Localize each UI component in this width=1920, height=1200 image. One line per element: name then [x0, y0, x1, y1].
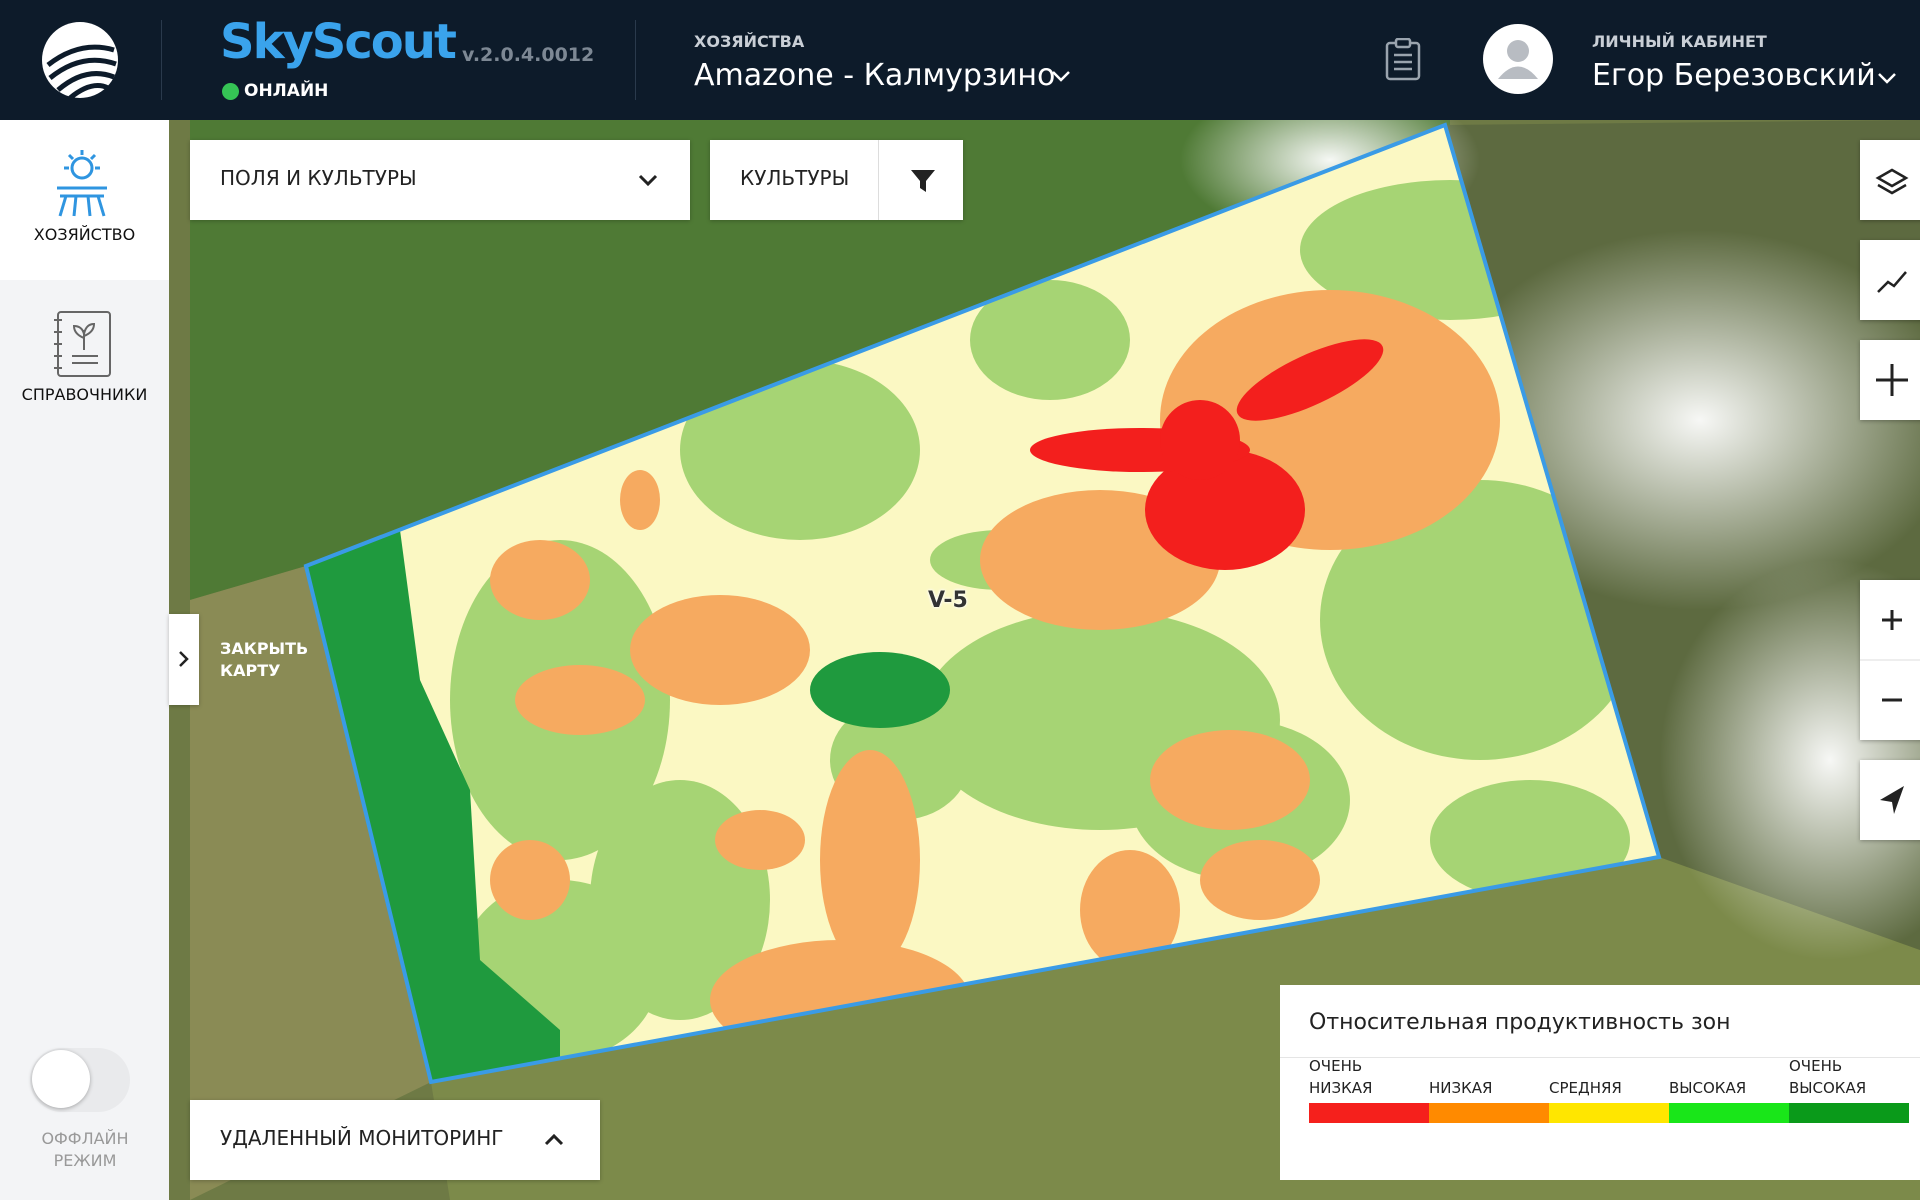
avatar[interactable] — [1483, 24, 1553, 94]
legend-item: НИЗКАЯ — [1429, 1055, 1549, 1123]
close-map-tab[interactable] — [169, 614, 199, 705]
legend-swatch — [1549, 1103, 1669, 1123]
farm-label: ХОЗЯЙСТВА — [694, 32, 805, 51]
legend-label: ОЧЕНЬ ВЫСОКАЯ — [1789, 1057, 1867, 1097]
chevron — [638, 174, 658, 187]
field-label[interactable]: V-5 — [928, 588, 968, 613]
chevron — [544, 1133, 564, 1146]
filter-icon — [911, 170, 935, 192]
legend-label: ВЫСОКАЯ — [1669, 1079, 1747, 1097]
farm-icon[interactable] — [52, 150, 112, 220]
monitoring-text: УДАЛЕННЫЙ МОНИТОРИНГ — [220, 1126, 504, 1150]
chart-btn[interactable] — [1860, 240, 1920, 320]
legend: Относительная продуктивность зон ОЧЕНЬ Н… — [1280, 985, 1920, 1180]
farm-name[interactable]: Amazone - Калмурзино — [694, 58, 1056, 93]
legend-item: ВЫСОКАЯ — [1669, 1055, 1789, 1123]
locate-btn[interactable] — [1860, 760, 1920, 840]
sidebar — [0, 120, 169, 1200]
reference-icon[interactable] — [50, 310, 114, 378]
crops-filter[interactable]: КУЛЬТУРЫ — [710, 140, 963, 220]
status: ОНЛАЙН — [222, 81, 328, 101]
fields-dropdown[interactable]: ПОЛЯ И КУЛЬТУРЫ — [190, 140, 690, 220]
user-chevron[interactable] — [1876, 70, 1898, 86]
legend-label: СРЕДНЯЯ — [1549, 1079, 1622, 1097]
legend-swatch — [1309, 1103, 1429, 1123]
zoom-control[interactable] — [1860, 580, 1920, 740]
logo[interactable] — [40, 20, 120, 100]
legend-item: СРЕДНЯЯ — [1549, 1055, 1669, 1123]
sidebar-active — [0, 120, 169, 280]
crops-filter-text: КУЛЬТУРЫ — [740, 166, 850, 190]
legend-swatch — [1669, 1103, 1789, 1123]
fields-dropdown-text: ПОЛЯ И КУЛЬТУРЫ — [220, 166, 417, 190]
offline-label: ОФФЛАЙН РЕЖИМ — [41, 1129, 129, 1170]
add-btn[interactable] — [1860, 340, 1920, 420]
header: SkyScout v.2.0.4.0012 ОНЛАЙН ХОЗЯЙСТВА A… — [0, 0, 1920, 120]
legend-label: ОЧЕНЬ НИЗКАЯ — [1309, 1057, 1373, 1097]
farm-chevron[interactable] — [1050, 68, 1072, 84]
close-map-label[interactable]: ЗАКРЫТЬ КАРТУ — [220, 639, 309, 680]
reports-icon[interactable] — [1384, 38, 1422, 82]
version: v.2.0.4.0012 — [462, 44, 595, 66]
nav-farm[interactable]: ХОЗЯЙСТВО — [33, 225, 136, 244]
legend-swatch — [1429, 1103, 1549, 1123]
legend-item: ОЧЕНЬ ВЫСОКАЯ — [1789, 1055, 1909, 1123]
legend-label: НИЗКАЯ — [1429, 1079, 1493, 1097]
monitoring-panel[interactable]: УДАЛЕННЫЙ МОНИТОРИНГ — [190, 1100, 600, 1180]
nav-reference[interactable]: СПРАВОЧНИКИ — [21, 385, 148, 404]
layers-btn[interactable] — [1860, 140, 1920, 220]
legend-title: Относительная продуктивность зон — [1309, 1010, 1731, 1035]
brand: SkyScout — [220, 14, 457, 70]
account-label: ЛИЧНЫЙ КАБИНЕТ — [1592, 32, 1767, 51]
user-name[interactable]: Егор Березовский — [1592, 58, 1876, 93]
legend-item: ОЧЕНЬ НИЗКАЯ — [1309, 1055, 1429, 1123]
offline-toggle[interactable] — [30, 1048, 130, 1112]
legend-swatch — [1789, 1103, 1909, 1123]
